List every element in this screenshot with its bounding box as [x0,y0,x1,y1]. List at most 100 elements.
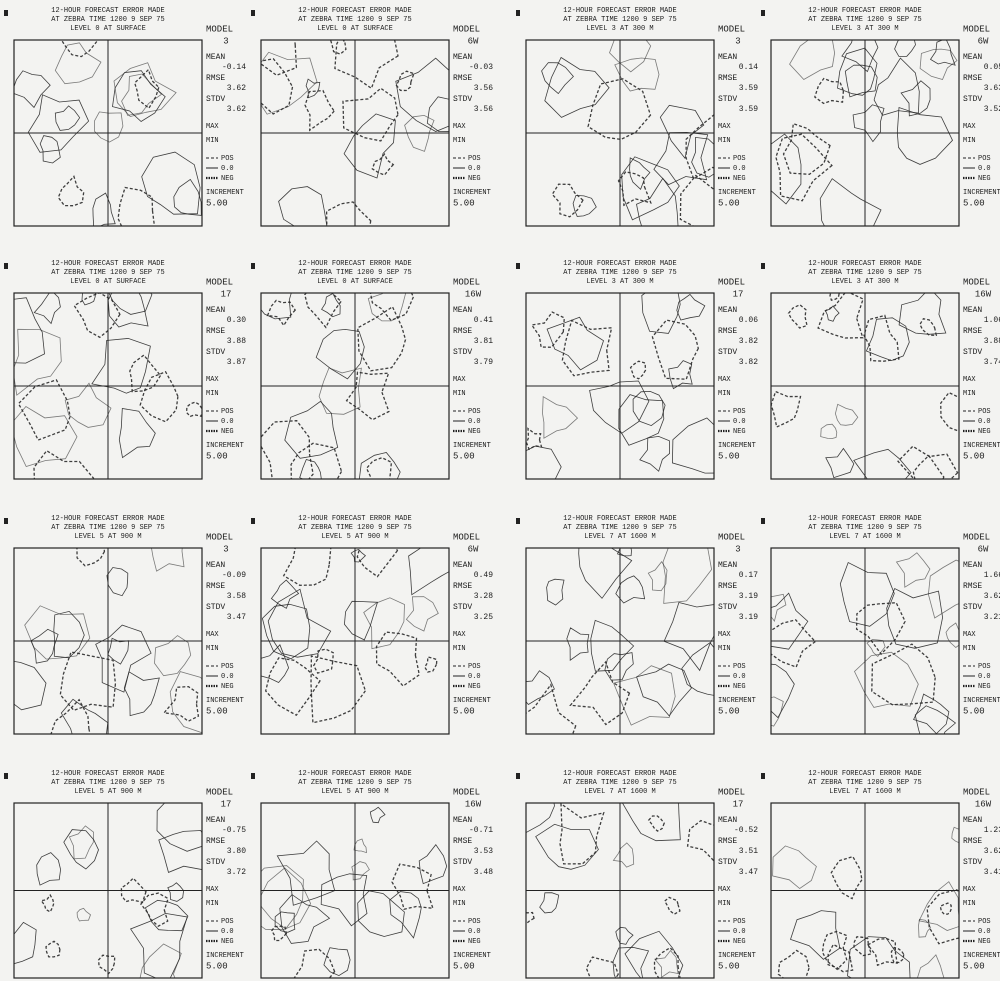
legend-label: POS [468,155,481,163]
panel-title-line: AT ZEBRA TIME 1200 9 SEP 75 [563,524,676,532]
panel-title-line: LEVEL 5 AT 900 M [74,788,141,796]
contour-line [271,580,298,608]
panel-title-line: LEVEL 5 AT 900 M [321,788,388,796]
rmse-value: 3.62 [984,847,1000,856]
legend-label: 0.0 [468,165,481,173]
contour-line [547,317,603,370]
contour-line [60,652,115,710]
legend-label: 0.0 [221,418,234,426]
model-label: MODEL [718,24,745,34]
stdv-value: 3.25 [474,613,493,622]
contour-line [272,926,287,940]
contour-line [820,179,881,241]
legend-label: 0.0 [468,418,481,426]
contour-line [13,329,61,395]
stdv-value: 3.82 [739,358,758,367]
mean-value: 1.06 [984,316,1000,325]
model-label: MODEL [963,277,990,287]
mean-value: -0.75 [222,826,246,835]
panel-title-line: LEVEL 0 AT SURFACE [317,278,393,286]
panel-title-line: AT ZEBRA TIME 1200 9 SEP 75 [808,524,921,532]
panel-title-line: AT ZEBRA TIME 1200 9 SEP 75 [51,524,164,532]
contour-line [241,59,292,114]
mean-value: 1.23 [984,826,1000,835]
stdv-label: STDV [963,348,982,357]
contour-line [790,38,835,80]
max-label: MAX [453,886,466,894]
contour-line [306,79,320,98]
model-label: MODEL [206,277,233,287]
panel-marker [4,263,8,269]
panel-title-line: LEVEL 5 AT 900 M [321,533,388,541]
panel-title-line: AT ZEBRA TIME 1200 9 SEP 75 [298,269,411,277]
model-label: MODEL [963,787,990,797]
model-value: 6W [978,544,989,554]
contour-line [392,864,433,909]
stdv-label: STDV [963,858,982,867]
contour-line [94,112,123,142]
panel-title-line: 12-HOUR FORECAST ERROR MADE [51,260,164,268]
stdv-label: STDV [963,95,982,104]
stdv-label: STDV [718,348,737,357]
panel-title-line: 12-HOUR FORECAST ERROR MADE [51,515,164,523]
max-label: MAX [963,886,976,894]
legend-label: NEG [978,175,991,183]
contour-line [131,913,188,981]
model-value: 6W [468,36,479,46]
stdv-value: 3.74 [984,358,1000,367]
contour-line [552,184,583,217]
panel-title-line: 12-HOUR FORECAST ERROR MADE [808,770,921,778]
stdv-value: 3.56 [474,105,493,114]
stdv-label: STDV [718,95,737,104]
contour-line [118,188,154,234]
model-value: 16W [465,799,482,809]
contour-line [855,652,919,707]
max-label: MAX [206,123,219,131]
increment-value: 5.00 [718,961,740,971]
max-label: MAX [718,376,731,384]
min-label: MIN [453,900,466,908]
panel-title-line: AT ZEBRA TIME 1200 9 SEP 75 [51,779,164,787]
stdv-value: 3.72 [227,868,246,877]
contour-line [311,656,365,723]
rmse-label: RMSE [963,74,982,83]
stdv-value: 3.21 [984,613,1000,622]
contour-line [919,882,960,931]
panel-title-line: 12-HOUR FORECAST ERROR MADE [563,515,676,523]
contour-line [77,908,90,921]
legend-label: NEG [978,428,991,436]
min-label: MIN [718,137,731,145]
rmse-label: RMSE [206,837,225,846]
min-label: MIN [206,645,219,653]
legend-label: POS [978,663,991,671]
panel-marker [761,10,765,16]
legend-label: 0.0 [468,673,481,681]
contour-line [655,948,681,981]
contour-line [69,826,93,859]
mean-value: 0.49 [474,571,493,580]
contour-line [34,290,60,323]
model-value: 3 [223,36,228,46]
min-label: MIN [206,900,219,908]
panel-title-line: 12-HOUR FORECAST ERROR MADE [298,7,411,15]
rmse-value: 3.62 [227,84,246,93]
contour-line [425,657,437,672]
min-label: MIN [963,900,976,908]
contour-line [28,95,88,153]
rmse-value: 3.82 [739,337,758,346]
contour-line [396,71,414,90]
min-label: MIN [963,390,976,398]
contour-line [677,294,705,320]
model-label: MODEL [453,532,480,542]
model-value: 3 [223,544,228,554]
model-label: MODEL [718,787,745,797]
contour-line [164,687,198,722]
min-label: MIN [718,900,731,908]
contour-line [874,58,919,115]
contour-line [840,563,894,627]
contour-line [757,697,784,726]
panel-title-line: 12-HOUR FORECAST ERROR MADE [808,515,921,523]
rmse-value: 3.80 [227,847,246,856]
contour-line [825,306,839,321]
contour-line [915,706,955,747]
